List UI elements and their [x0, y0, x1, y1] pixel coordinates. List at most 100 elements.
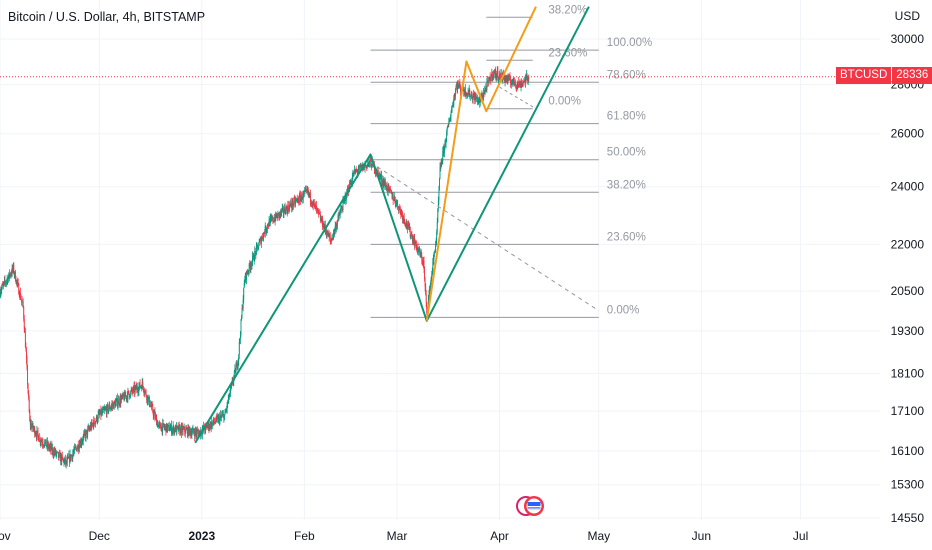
candle-body	[157, 422, 159, 427]
candle-body	[308, 192, 310, 196]
candle-body	[146, 395, 148, 400]
candle-body	[301, 194, 303, 198]
candle-body	[31, 426, 33, 429]
candle-body	[158, 424, 160, 426]
y-tick-label: 19300	[891, 324, 925, 338]
candle-body	[21, 300, 23, 302]
candle-body	[322, 218, 324, 227]
candle-body	[112, 404, 113, 406]
candle-body	[393, 197, 395, 201]
candle-body	[279, 212, 281, 215]
fib-level-label: 38.20%	[607, 179, 646, 191]
candle-body	[514, 83, 516, 85]
candle-body	[46, 441, 48, 446]
candle-body	[367, 162, 369, 165]
candle-body	[309, 192, 311, 196]
candle-body	[113, 401, 115, 409]
candle-body	[404, 219, 406, 224]
candle-body	[209, 423, 211, 428]
candle-body	[488, 76, 490, 83]
candle-body	[423, 261, 424, 264]
candle-body	[414, 243, 416, 247]
candle-body	[124, 392, 126, 401]
candle-body	[140, 386, 142, 388]
candle-body	[178, 425, 180, 431]
candle-body	[52, 448, 54, 454]
candle-body	[14, 271, 16, 281]
candle-body	[255, 251, 257, 255]
candle-body	[420, 252, 422, 257]
candle-body	[196, 430, 198, 432]
candle-body	[100, 409, 102, 416]
candle-body	[35, 434, 37, 436]
candle-body	[508, 76, 510, 80]
candle-body	[271, 217, 273, 220]
candle-body	[324, 224, 326, 229]
candle-body	[45, 445, 47, 447]
candle-body	[242, 299, 244, 309]
candle-body	[486, 80, 488, 83]
candle-body	[260, 239, 262, 245]
candle-body	[4, 279, 6, 282]
candle-body	[160, 424, 161, 429]
candle-body	[155, 416, 157, 418]
candle-body	[302, 198, 304, 200]
candle-body	[198, 432, 200, 436]
candle-body	[483, 92, 485, 97]
candle-body	[150, 405, 152, 407]
candle-body	[166, 423, 168, 431]
candle-body	[43, 445, 45, 447]
candle-body	[88, 428, 90, 430]
candle-body	[78, 448, 80, 450]
candle-body	[201, 433, 203, 435]
candle-body	[57, 451, 59, 453]
candle-body	[44, 442, 46, 446]
candle-body	[398, 207, 400, 212]
candle-body	[477, 97, 478, 103]
candle-body	[125, 395, 127, 397]
candle-body	[304, 190, 306, 192]
candle-body	[87, 428, 89, 436]
candle-body	[424, 269, 426, 280]
candle-body	[371, 166, 373, 168]
candle-body	[371, 160, 373, 168]
candle-body	[511, 82, 513, 84]
candle-body	[32, 423, 34, 429]
candle-body	[353, 170, 355, 176]
candle-body	[510, 82, 512, 85]
candle-body	[29, 411, 31, 421]
candle-body	[18, 284, 20, 295]
candle-body	[238, 342, 240, 355]
candle-body	[233, 370, 235, 377]
candle-body	[235, 366, 237, 373]
candle-body	[381, 175, 383, 182]
candle-body	[232, 381, 234, 384]
candle-body	[51, 445, 53, 452]
candle-body	[309, 192, 311, 202]
economic-events-icon[interactable]	[514, 493, 548, 519]
candle-body	[256, 245, 258, 247]
candle-body	[513, 81, 515, 85]
candle-body	[199, 430, 201, 433]
candle-body	[56, 451, 58, 454]
candle-body	[465, 93, 467, 95]
candle-body	[370, 161, 372, 167]
candle-body	[262, 236, 263, 239]
candle-body	[248, 271, 250, 273]
candle-body	[42, 441, 43, 444]
candle-body	[331, 238, 333, 241]
candle-body	[174, 428, 176, 432]
candle-body	[366, 164, 368, 168]
candle-body	[396, 200, 398, 203]
candle-body	[5, 282, 7, 284]
candle-body	[438, 189, 440, 201]
candle-body	[147, 398, 149, 402]
candle-body	[490, 79, 492, 82]
candle-body	[63, 459, 65, 464]
candle-body	[190, 432, 192, 436]
candle-body	[364, 164, 366, 168]
candle-body	[289, 205, 290, 211]
candle-body	[141, 386, 143, 390]
candle-body	[210, 423, 212, 428]
